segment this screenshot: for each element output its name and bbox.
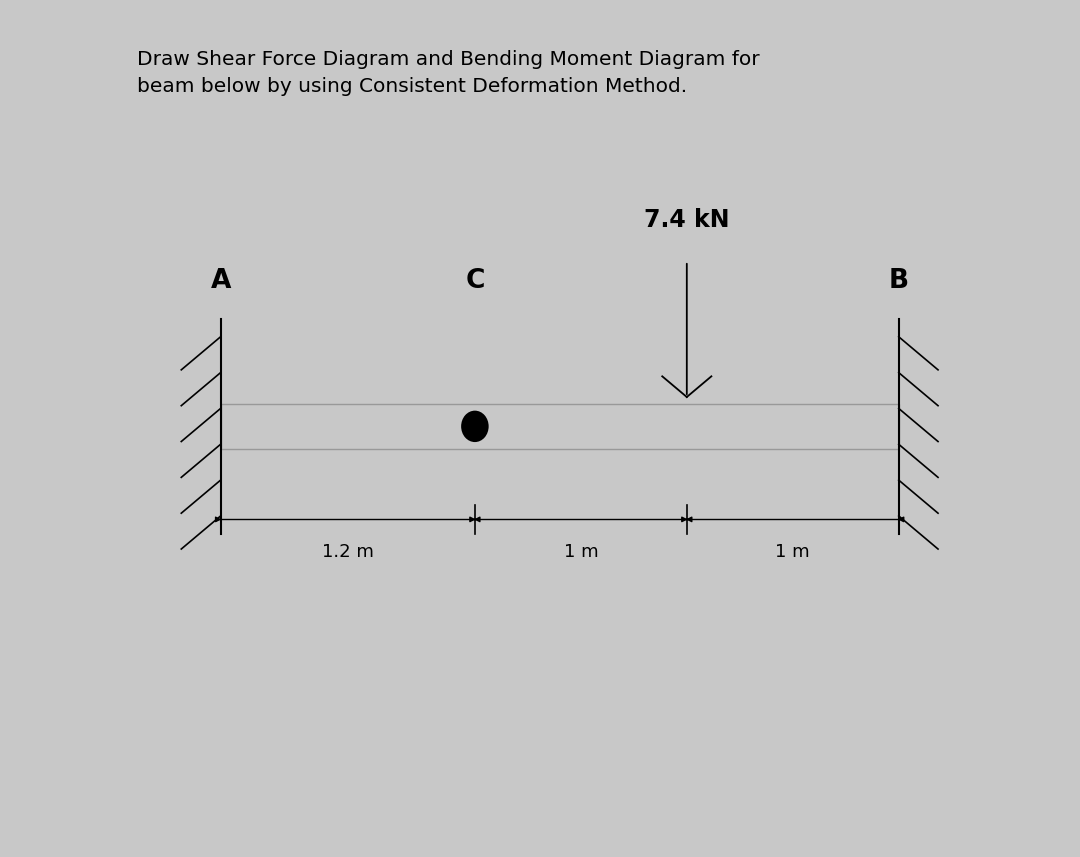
Text: 1.2 m: 1.2 m <box>322 542 374 560</box>
Bar <box>220 404 899 449</box>
Text: 1 m: 1 m <box>775 542 810 560</box>
Text: 1 m: 1 m <box>564 542 598 560</box>
Text: C: C <box>465 268 485 294</box>
Text: Draw Shear Force Diagram and Bending Moment Diagram for
beam below by using Cons: Draw Shear Force Diagram and Bending Mom… <box>137 50 759 96</box>
Text: 7.4 kN: 7.4 kN <box>644 208 730 232</box>
Text: A: A <box>211 268 231 294</box>
Ellipse shape <box>461 411 488 442</box>
Text: B: B <box>889 268 908 294</box>
